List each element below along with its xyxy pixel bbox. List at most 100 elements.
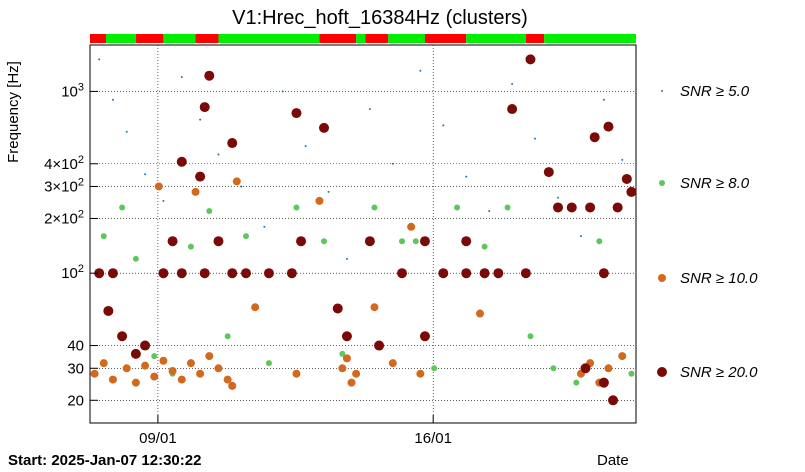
data-point — [621, 158, 624, 161]
data-point — [461, 268, 472, 279]
data-point — [520, 268, 531, 279]
data-point — [321, 238, 327, 245]
data-point — [391, 162, 394, 165]
legend-label: SNR ≥ 20.0 — [680, 364, 758, 381]
data-point — [407, 222, 416, 231]
data-point — [103, 305, 114, 316]
data-point — [304, 145, 307, 148]
plot-frame — [89, 44, 637, 424]
data-point — [465, 175, 468, 178]
quality-segment — [319, 34, 357, 43]
data-point — [527, 333, 534, 340]
quality-segment — [195, 34, 219, 43]
data-point — [281, 90, 284, 93]
data-point — [213, 236, 224, 247]
data-point — [130, 348, 141, 359]
quality-segment — [365, 34, 389, 43]
data-point — [205, 352, 214, 361]
data-point — [364, 236, 375, 247]
data-point — [140, 340, 151, 351]
y-tick-label: 30 — [67, 360, 84, 377]
quality-segment — [466, 34, 526, 43]
data-point — [493, 268, 504, 279]
y-tick-label: 4×102 — [44, 154, 84, 173]
data-point — [158, 268, 169, 279]
data-point — [292, 369, 301, 378]
data-point — [481, 243, 488, 250]
data-point — [195, 171, 206, 182]
data-point — [579, 235, 582, 238]
data-point — [144, 173, 147, 176]
data-point — [199, 268, 210, 279]
data-point — [525, 54, 536, 65]
data-point — [388, 359, 397, 368]
data-point — [214, 364, 223, 373]
legend: SNR ≥ 5.0 SNR ≥ 8.0 SNR ≥ 10.0 SNR ≥ 20.0 — [657, 83, 758, 381]
y-tick-label: 2×102 — [44, 208, 84, 227]
quality-segment — [163, 34, 196, 43]
data-point — [479, 268, 490, 279]
data-point — [191, 187, 200, 196]
data-point — [603, 121, 614, 132]
data-point — [204, 70, 215, 81]
data-point — [196, 369, 205, 378]
quality-bar — [90, 34, 636, 43]
data-point — [342, 354, 351, 363]
data-point — [557, 196, 559, 199]
data-point — [100, 233, 107, 240]
quality-segment — [544, 34, 636, 43]
data-point — [227, 138, 238, 149]
quality-segment — [388, 34, 425, 43]
data-point — [168, 366, 177, 375]
data-point — [296, 236, 307, 247]
data-point — [580, 363, 591, 374]
data-point — [604, 364, 613, 373]
data-point — [596, 238, 603, 245]
data-point — [416, 369, 425, 378]
data-point — [618, 352, 627, 361]
data-point — [368, 108, 371, 111]
legend-marker — [659, 180, 665, 186]
quality-segment — [90, 34, 107, 43]
data-point — [286, 268, 297, 279]
data-point — [224, 333, 231, 340]
data-point — [476, 309, 484, 318]
data-point — [608, 395, 619, 406]
data-point — [585, 202, 596, 213]
legend-marker — [657, 367, 667, 377]
data-point — [626, 186, 637, 197]
data-point — [90, 369, 99, 378]
quality-segment — [218, 34, 320, 43]
data-point — [419, 331, 430, 342]
data-point — [131, 378, 140, 387]
data-point — [232, 177, 241, 186]
data-point — [99, 359, 108, 368]
data-point — [566, 202, 577, 213]
data-point — [438, 268, 449, 279]
data-point — [228, 381, 237, 390]
data-point — [573, 379, 580, 386]
y-axis-label: Frequency [Hz] — [5, 61, 22, 163]
data-point — [107, 268, 118, 279]
data-point — [132, 255, 139, 262]
data-point — [243, 233, 249, 240]
legend-marker — [658, 274, 666, 282]
x-axis-label: Date — [597, 452, 629, 469]
legend-label: SNR ≥ 5.0 — [680, 83, 750, 100]
data-point — [98, 58, 101, 61]
data-point — [504, 204, 511, 211]
data-point — [339, 350, 346, 357]
data-point — [461, 236, 472, 247]
data-point — [550, 365, 557, 372]
data-point — [111, 98, 114, 101]
data-point — [186, 359, 195, 368]
data-point — [397, 268, 407, 279]
start-time-label: Start: 2025-Jan-07 12:30:22 — [8, 452, 202, 469]
data-point — [119, 204, 126, 211]
data-point — [122, 364, 131, 373]
quality-segment — [135, 34, 164, 43]
data-point — [327, 190, 330, 193]
plot-area — [89, 44, 637, 424]
data-point — [419, 69, 422, 72]
